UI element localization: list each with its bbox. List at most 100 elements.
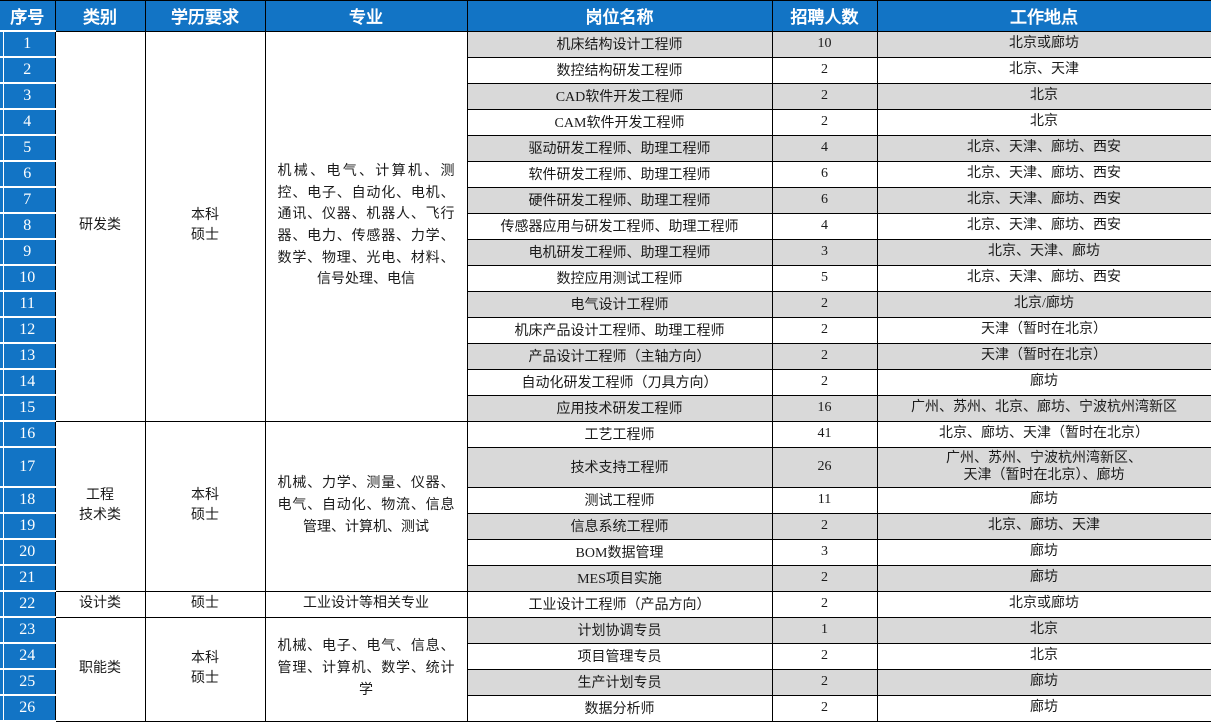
location-cell: 廊坊 bbox=[876, 486, 1211, 514]
position-cell: 数控应用测试工程师 bbox=[466, 264, 773, 292]
headcount-cell: 1 bbox=[771, 616, 878, 644]
location-cell: 北京/廊坊 bbox=[876, 290, 1211, 318]
headcount-cell: 2 bbox=[771, 668, 878, 696]
row-index: 17 bbox=[0, 446, 56, 488]
location-cell: 廊坊 bbox=[876, 694, 1211, 722]
headcount-cell: 5 bbox=[771, 264, 878, 292]
table-row: 23 职能类 本科 硕士 机械、电子、电气、信息、管理、计算机、数学、统计学 计划协调专… bbox=[0, 616, 1211, 722]
table-row: 17 技术支持工程师 26 广州、苏州、宁波杭州湾新区、 天津（暂时在北京）、廊坊 bbox=[0, 446, 1211, 488]
row-index: 19 bbox=[0, 512, 56, 540]
row-index: 3 bbox=[0, 82, 56, 110]
location-cell: 北京、天津、廊坊、西安 bbox=[876, 160, 1211, 188]
header-education: 学历要求 bbox=[144, 0, 266, 32]
headcount-cell: 2 bbox=[771, 56, 878, 84]
headcount-cell: 41 bbox=[771, 420, 878, 448]
table-row: 15 应用技术研发工程师 16 广州、苏州、北京、廊坊、宁波杭州湾新区 bbox=[0, 394, 1211, 422]
table-row: 18 测试工程师 11 廊坊 bbox=[0, 486, 1211, 514]
row-index: 4 bbox=[0, 108, 56, 136]
location-cell: 廊坊 bbox=[876, 368, 1211, 396]
location-cell: 天津（暂时在北京） bbox=[876, 316, 1211, 344]
education-cell: 本科 硕士 bbox=[144, 616, 266, 722]
row-index: 18 bbox=[0, 486, 56, 514]
headcount-cell: 2 bbox=[771, 642, 878, 670]
table-row: 7 硬件研发工程师、助理工程师 6 北京、天津、廊坊、西安 bbox=[0, 186, 1211, 214]
position-cell: MES项目实施 bbox=[466, 564, 773, 592]
position-cell: 项目管理专员 bbox=[466, 642, 773, 670]
header-headcount: 招聘人数 bbox=[771, 0, 878, 32]
header-position: 岗位名称 bbox=[466, 0, 773, 32]
location-cell: 廊坊 bbox=[876, 538, 1211, 566]
position-cell: 测试工程师 bbox=[466, 486, 773, 514]
header-row: 序号 类别 学历要求 专业 岗位名称 招聘人数 工作地点 bbox=[0, 0, 1211, 32]
position-cell: 工艺工程师 bbox=[466, 420, 773, 448]
position-cell: 技术支持工程师 bbox=[466, 446, 773, 488]
position-cell: BOM数据管理 bbox=[466, 538, 773, 566]
headcount-cell: 2 bbox=[771, 590, 878, 618]
headcount-cell: 2 bbox=[771, 694, 878, 722]
row-index: 14 bbox=[0, 368, 56, 396]
location-cell: 北京、天津、廊坊、西安 bbox=[876, 264, 1211, 292]
location-cell: 北京 bbox=[876, 642, 1211, 670]
location-cell: 北京或廊坊 bbox=[876, 30, 1211, 58]
position-cell: 驱动研发工程师、助理工程师 bbox=[466, 134, 773, 162]
headcount-cell: 2 bbox=[771, 290, 878, 318]
position-cell: 产品设计工程师（主轴方向） bbox=[466, 342, 773, 370]
position-cell: 生产计划专员 bbox=[466, 668, 773, 696]
row-index: 5 bbox=[0, 134, 56, 162]
headcount-cell: 4 bbox=[771, 134, 878, 162]
table-row: 5 驱动研发工程师、助理工程师 4 北京、天津、廊坊、西安 bbox=[0, 134, 1211, 162]
education-cell: 本科 硕士 bbox=[144, 30, 266, 422]
education-cell: 本科 硕士 bbox=[144, 420, 266, 592]
headcount-cell: 2 bbox=[771, 316, 878, 344]
table-row: 22 设计类 硕士 工业设计等相关专业 工业设计工程师（产品方向） 2 北京或廊坊 bbox=[0, 590, 1211, 618]
headcount-cell: 6 bbox=[771, 160, 878, 188]
table-body: 1 研发类 本科 硕士 机械、电气、计算机、测控、电子、自动化、电机、通讯、仪器、机器… bbox=[0, 30, 1211, 722]
position-cell: 机床产品设计工程师、助理工程师 bbox=[466, 316, 773, 344]
location-cell: 北京、天津、廊坊、西安 bbox=[876, 186, 1211, 214]
category-cell: 职能类 bbox=[54, 616, 146, 722]
location-cell: 北京、天津 bbox=[876, 56, 1211, 84]
table-row: 20 BOM数据管理 3 廊坊 bbox=[0, 538, 1211, 566]
majors-cell: 机械、力学、测量、仪器、电气、自动化、物流、信息管理、计算机、测试 bbox=[264, 420, 468, 592]
headcount-cell: 2 bbox=[771, 512, 878, 540]
headcount-cell: 10 bbox=[771, 30, 878, 58]
position-cell: CAD软件开发工程师 bbox=[466, 82, 773, 110]
row-index: 22 bbox=[0, 590, 56, 618]
position-cell: 机床结构设计工程师 bbox=[466, 30, 773, 58]
headcount-cell: 2 bbox=[771, 108, 878, 136]
position-cell: 硬件研发工程师、助理工程师 bbox=[466, 186, 773, 214]
table-row: 21 MES项目实施 2 廊坊 bbox=[0, 564, 1211, 592]
table-row: 14 自动化研发工程师（刀具方向） 2 廊坊 bbox=[0, 368, 1211, 396]
majors-cell: 工业设计等相关专业 bbox=[264, 590, 468, 618]
row-index: 6 bbox=[0, 160, 56, 188]
table-row: 25 生产计划专员 2 廊坊 bbox=[0, 668, 1211, 696]
row-index: 16 bbox=[0, 420, 56, 448]
location-cell: 北京 bbox=[876, 108, 1211, 136]
category-cell: 工程 技术类 bbox=[54, 420, 146, 592]
location-cell: 北京、廊坊、天津 bbox=[876, 512, 1211, 540]
position-cell: 电气设计工程师 bbox=[466, 290, 773, 318]
headcount-cell: 3 bbox=[771, 238, 878, 266]
row-index: 20 bbox=[0, 538, 56, 566]
row-index: 11 bbox=[0, 290, 56, 318]
row-index: 2 bbox=[0, 56, 56, 84]
headcount-cell: 16 bbox=[771, 394, 878, 422]
majors-cell: 机械、电子、电气、信息、管理、计算机、数学、统计学 bbox=[264, 616, 468, 722]
row-index: 21 bbox=[0, 564, 56, 592]
row-index: 9 bbox=[0, 238, 56, 266]
row-index: 8 bbox=[0, 212, 56, 240]
position-cell: 自动化研发工程师（刀具方向） bbox=[466, 368, 773, 396]
position-cell: 计划协调专员 bbox=[466, 616, 773, 644]
location-cell: 天津（暂时在北京） bbox=[876, 342, 1211, 370]
headcount-cell: 11 bbox=[771, 486, 878, 514]
category-cell: 研发类 bbox=[54, 30, 146, 422]
position-cell: 数据分析师 bbox=[466, 694, 773, 722]
position-cell: 传感器应用与研发工程师、助理工程师 bbox=[466, 212, 773, 240]
location-cell: 北京 bbox=[876, 82, 1211, 110]
headcount-cell: 3 bbox=[771, 538, 878, 566]
table-row: 3 CAD软件开发工程师 2 北京 bbox=[0, 82, 1211, 110]
position-cell: 工业设计工程师（产品方向） bbox=[466, 590, 773, 618]
table-row: 1 研发类 本科 硕士 机械、电气、计算机、测控、电子、自动化、电机、通讯、仪器、机器… bbox=[0, 30, 1211, 422]
table-row: 9 电机研发工程师、助理工程师 3 北京、天津、廊坊 bbox=[0, 238, 1211, 266]
